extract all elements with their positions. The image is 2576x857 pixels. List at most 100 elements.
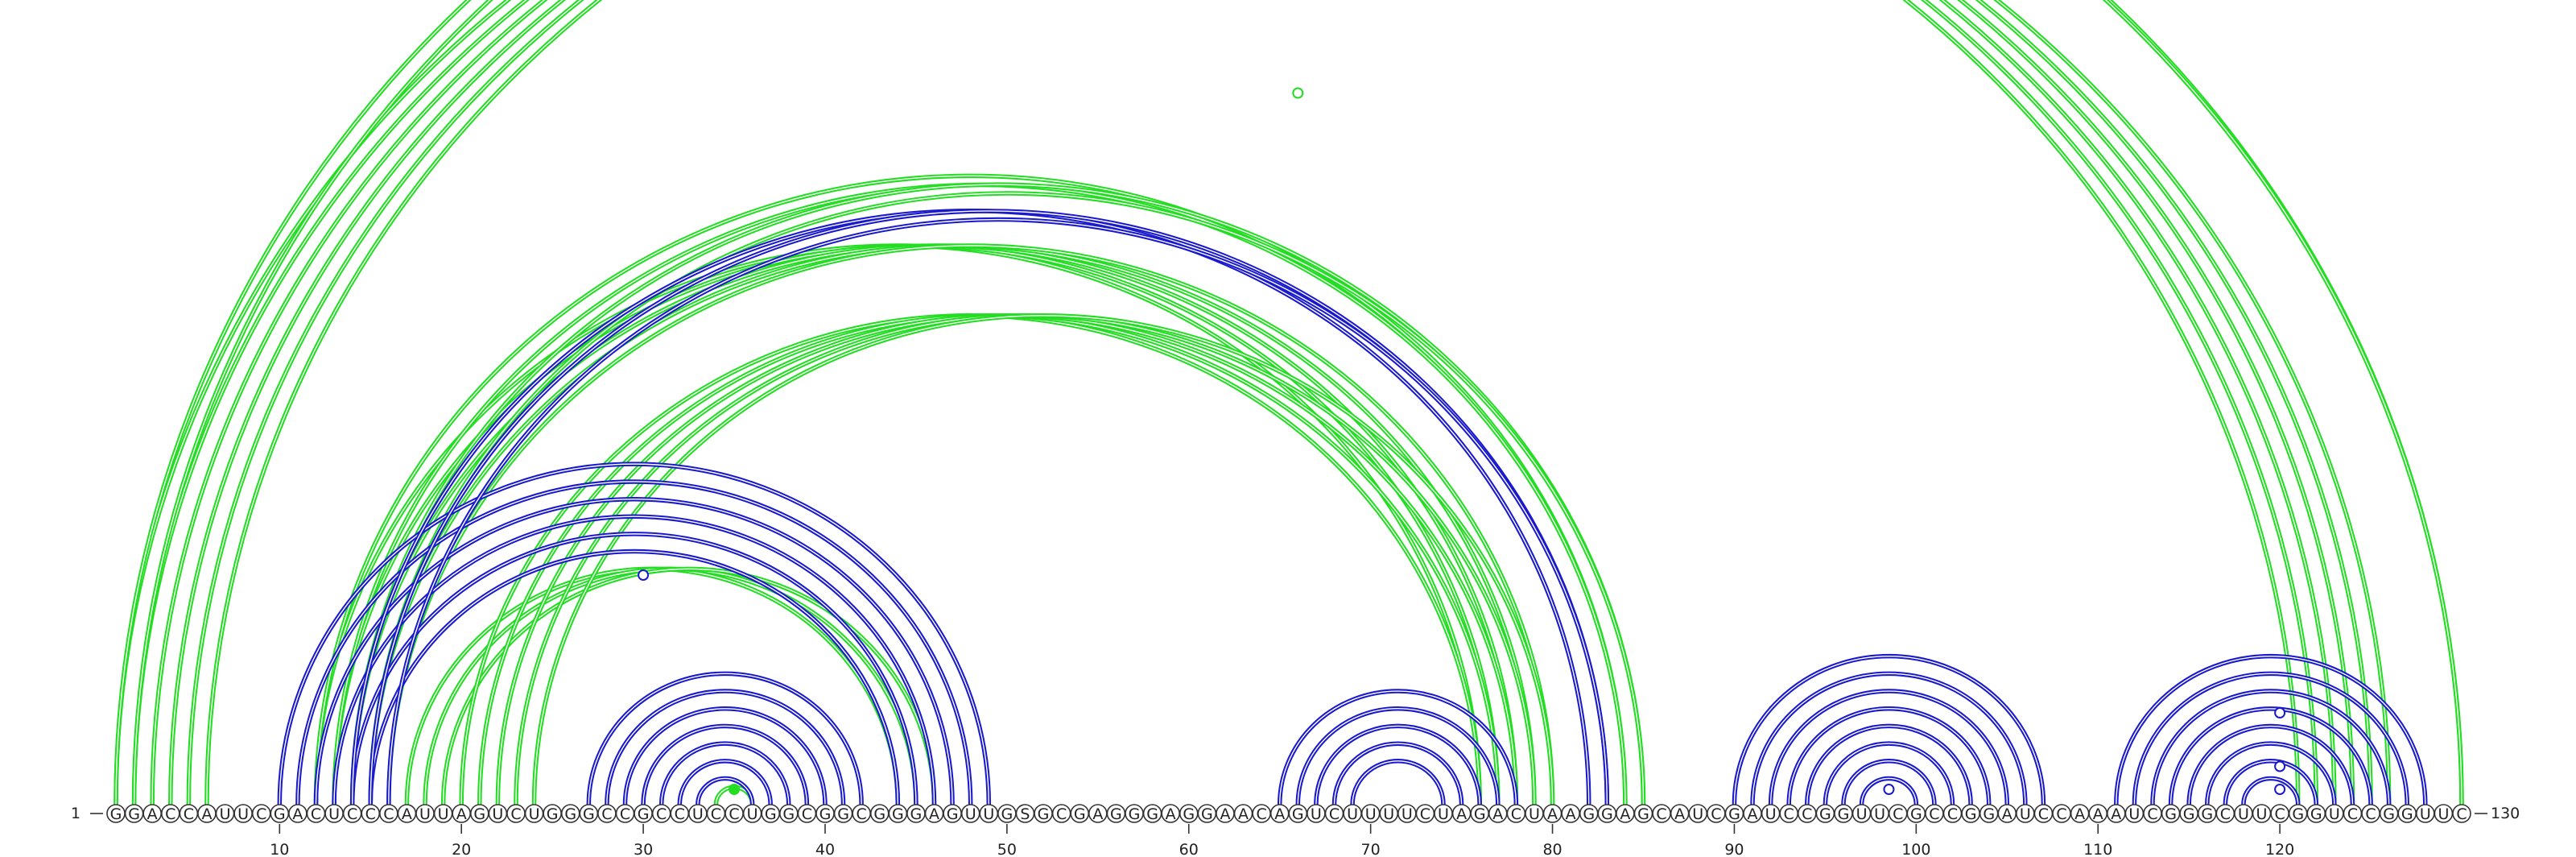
nucleotide-letter: C bbox=[1784, 805, 1794, 823]
nucleotide: C bbox=[2215, 804, 2235, 823]
arc-31-38 bbox=[658, 741, 791, 805]
nucleotide-letter: C bbox=[1511, 805, 1521, 823]
nucleotide-letter: G bbox=[1038, 805, 1050, 823]
nucleotide-letter: U bbox=[220, 805, 231, 823]
nucleotide-letter: U bbox=[1347, 805, 1358, 823]
nucleotide-letter: A bbox=[2002, 805, 2013, 823]
nucleotide: U bbox=[1852, 804, 1872, 823]
nucleotide: U bbox=[1688, 804, 1708, 823]
nucleotide: C bbox=[160, 804, 180, 823]
arc-33-36 bbox=[696, 776, 755, 805]
nucleotide: C bbox=[2033, 804, 2054, 823]
nucleotide: A bbox=[1997, 804, 2017, 823]
nucleotide-letter: G bbox=[2165, 805, 2177, 823]
nucleotide: G bbox=[2288, 804, 2308, 823]
arc-92-105 bbox=[1768, 689, 2010, 805]
nucleotide: C bbox=[2343, 804, 2363, 823]
nucleotide: U bbox=[1761, 804, 1781, 823]
nucleotide: C bbox=[1506, 804, 1526, 823]
nucleotide: U bbox=[2234, 804, 2253, 823]
nucleotide: C bbox=[306, 804, 326, 823]
nucleotide: A bbox=[1488, 804, 1508, 823]
nucleotide-letter: A bbox=[1620, 805, 1630, 823]
nucleotide-letter: C bbox=[383, 805, 394, 823]
nucleotide-letter: G bbox=[1637, 805, 1649, 823]
nucleotide: G bbox=[1125, 804, 1144, 823]
nucleotide: C bbox=[379, 804, 398, 823]
arc-10-49 bbox=[277, 462, 992, 805]
nucleotide-letter: A bbox=[1274, 805, 1285, 823]
arc-114-125 bbox=[2168, 706, 2373, 805]
arc-marker bbox=[2274, 760, 2286, 772]
nucleotide: G bbox=[833, 804, 853, 823]
nucleotide-letter: G bbox=[1910, 805, 1922, 823]
nucleotide-letter: C bbox=[1656, 805, 1666, 823]
nucleotide-letter: U bbox=[2128, 805, 2140, 823]
nucleotide: G bbox=[106, 804, 126, 823]
nucleotide: C bbox=[1415, 804, 1435, 823]
arc-14-82 bbox=[349, 209, 1591, 805]
nucleotide: G bbox=[815, 804, 835, 823]
nucleotide-letter: U bbox=[2420, 805, 2431, 823]
nucleotide-letter: A bbox=[292, 805, 303, 823]
nucleotide: A bbox=[1616, 804, 1635, 823]
nucleotide: G bbox=[1724, 804, 1744, 823]
nucleotide-letter: C bbox=[729, 805, 739, 823]
nucleotide: S bbox=[1015, 804, 1035, 823]
nucleotide: A bbox=[288, 804, 308, 823]
nucleotide-letter: A bbox=[2093, 805, 2103, 823]
marker-group bbox=[638, 87, 2286, 795]
tick-label: 60 bbox=[1179, 841, 1199, 857]
nucleotide: G bbox=[943, 804, 962, 823]
nucleotide-letter: G bbox=[1983, 805, 1995, 823]
end-label: 130 bbox=[2491, 805, 2520, 822]
nucleotide-letter: C bbox=[1802, 805, 1812, 823]
nucleotide-letter: G bbox=[947, 805, 959, 823]
nucleotide: G bbox=[2306, 804, 2326, 823]
nucleotide-letter: A bbox=[201, 805, 212, 823]
arc-1-130 bbox=[114, 0, 2464, 805]
nucleotide-letter: S bbox=[1020, 805, 1030, 823]
nucleotide: C bbox=[724, 804, 744, 823]
nucleotide-letter: C bbox=[675, 805, 685, 823]
nucleotide-letter: C bbox=[165, 805, 175, 823]
nucleotide-letter: G bbox=[1728, 805, 1740, 823]
nucleotide: C bbox=[1942, 804, 1963, 823]
nucleotide: A bbox=[1451, 804, 1472, 823]
nucleotide: U bbox=[1307, 804, 1326, 823]
nucleotide-letter: G bbox=[1819, 805, 1831, 823]
nucleotide-letter: C bbox=[2220, 805, 2231, 823]
arc-23-79 bbox=[516, 316, 1534, 805]
nucleotide-letter: U bbox=[1365, 805, 1377, 823]
tick-label: 20 bbox=[452, 841, 471, 857]
tick-group: 10 20 30 40 50 60 70 80 90 100 110 120 bbox=[270, 824, 2294, 857]
arc-12-84 bbox=[313, 173, 1628, 805]
nucleotide: U bbox=[488, 804, 508, 823]
nucleotide-letter: A bbox=[2111, 805, 2121, 823]
nucleotide-letter: U bbox=[965, 805, 976, 823]
nucleotide: C bbox=[651, 804, 671, 823]
arc-3-123 bbox=[150, 0, 2337, 805]
nucleotide: G bbox=[1597, 804, 1617, 823]
tick-label: 120 bbox=[2265, 841, 2294, 857]
nucleotide: A bbox=[2107, 804, 2126, 823]
nucleotide: A bbox=[924, 804, 944, 823]
nucleotide: G bbox=[124, 804, 144, 823]
arc-16-83 bbox=[386, 217, 1610, 805]
nucleotide: C bbox=[2052, 804, 2071, 823]
nucleotide-letter: C bbox=[256, 805, 266, 823]
nucleotide-letter: U bbox=[1311, 805, 1322, 823]
nucleotide: G bbox=[888, 804, 908, 823]
nucleotide-letter: G bbox=[547, 805, 559, 823]
arc-95-102 bbox=[1823, 741, 1955, 805]
nucleotide: U bbox=[415, 804, 435, 823]
nucleotide: C bbox=[597, 804, 617, 823]
arc-118-121 bbox=[2241, 776, 2301, 805]
nucleotide: G bbox=[1197, 804, 1217, 823]
nucleotide: U bbox=[324, 804, 344, 823]
nucleotide-letter: G bbox=[1292, 805, 1304, 823]
arc-69-74 bbox=[1350, 759, 1446, 805]
green-arc-group bbox=[114, 0, 2464, 805]
tick-label: 80 bbox=[1542, 841, 1562, 857]
